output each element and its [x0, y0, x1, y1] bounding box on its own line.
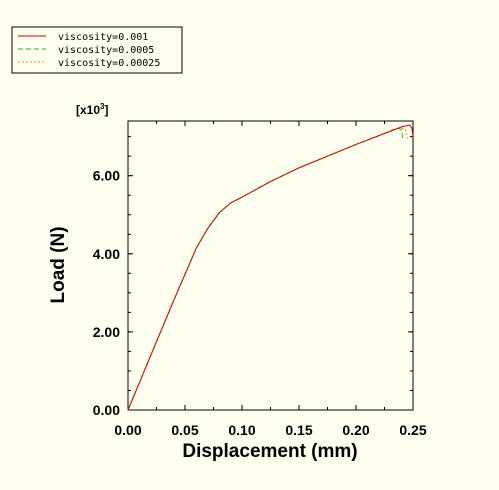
legend-label-1: viscosity=0.001 — [58, 32, 148, 43]
legend-label-2: viscosity=0.0005 — [58, 45, 154, 56]
x-tick-label: 0.15 — [285, 422, 312, 438]
y-tick-label: 4.00 — [93, 246, 120, 262]
series-line-2 — [127, 127, 404, 411]
series-layer — [127, 124, 414, 411]
y-axis-title: Load (N) — [48, 226, 69, 303]
legend-label-3: viscosity=0.00025 — [58, 58, 160, 69]
legend-frame — [11, 26, 183, 74]
y-tick-label: 0.00 — [93, 402, 120, 418]
y-tick-label: 2.00 — [93, 324, 120, 340]
y-multiplier-base: [x10 — [76, 103, 100, 117]
x-tick-label: 0.00 — [114, 422, 141, 438]
series-line-1 — [127, 124, 414, 411]
series-line-3 — [127, 127, 408, 411]
y-multiplier-close: ] — [104, 103, 108, 117]
legend: viscosity=0.001 viscosity=0.0005 viscosi… — [11, 26, 183, 74]
x-tick-label: 0.20 — [342, 422, 369, 438]
y-tick-label: 6.00 — [93, 168, 120, 184]
x-tick-label: 0.05 — [171, 422, 198, 438]
y-multiplier-label: [x103] — [76, 102, 108, 117]
y-multiplier-exponent: 3 — [100, 102, 105, 111]
x-tick-label: 0.25 — [399, 422, 426, 438]
x-axis-title: Displacement (mm) — [182, 441, 357, 462]
x-tick-label: 0.10 — [228, 422, 255, 438]
plot-frame — [127, 120, 414, 411]
ticks-layer: 0.00 0.05 0.10 0.15 0.20 0.25 0.00 2.00 4.00 6.00 — [93, 121, 427, 438]
